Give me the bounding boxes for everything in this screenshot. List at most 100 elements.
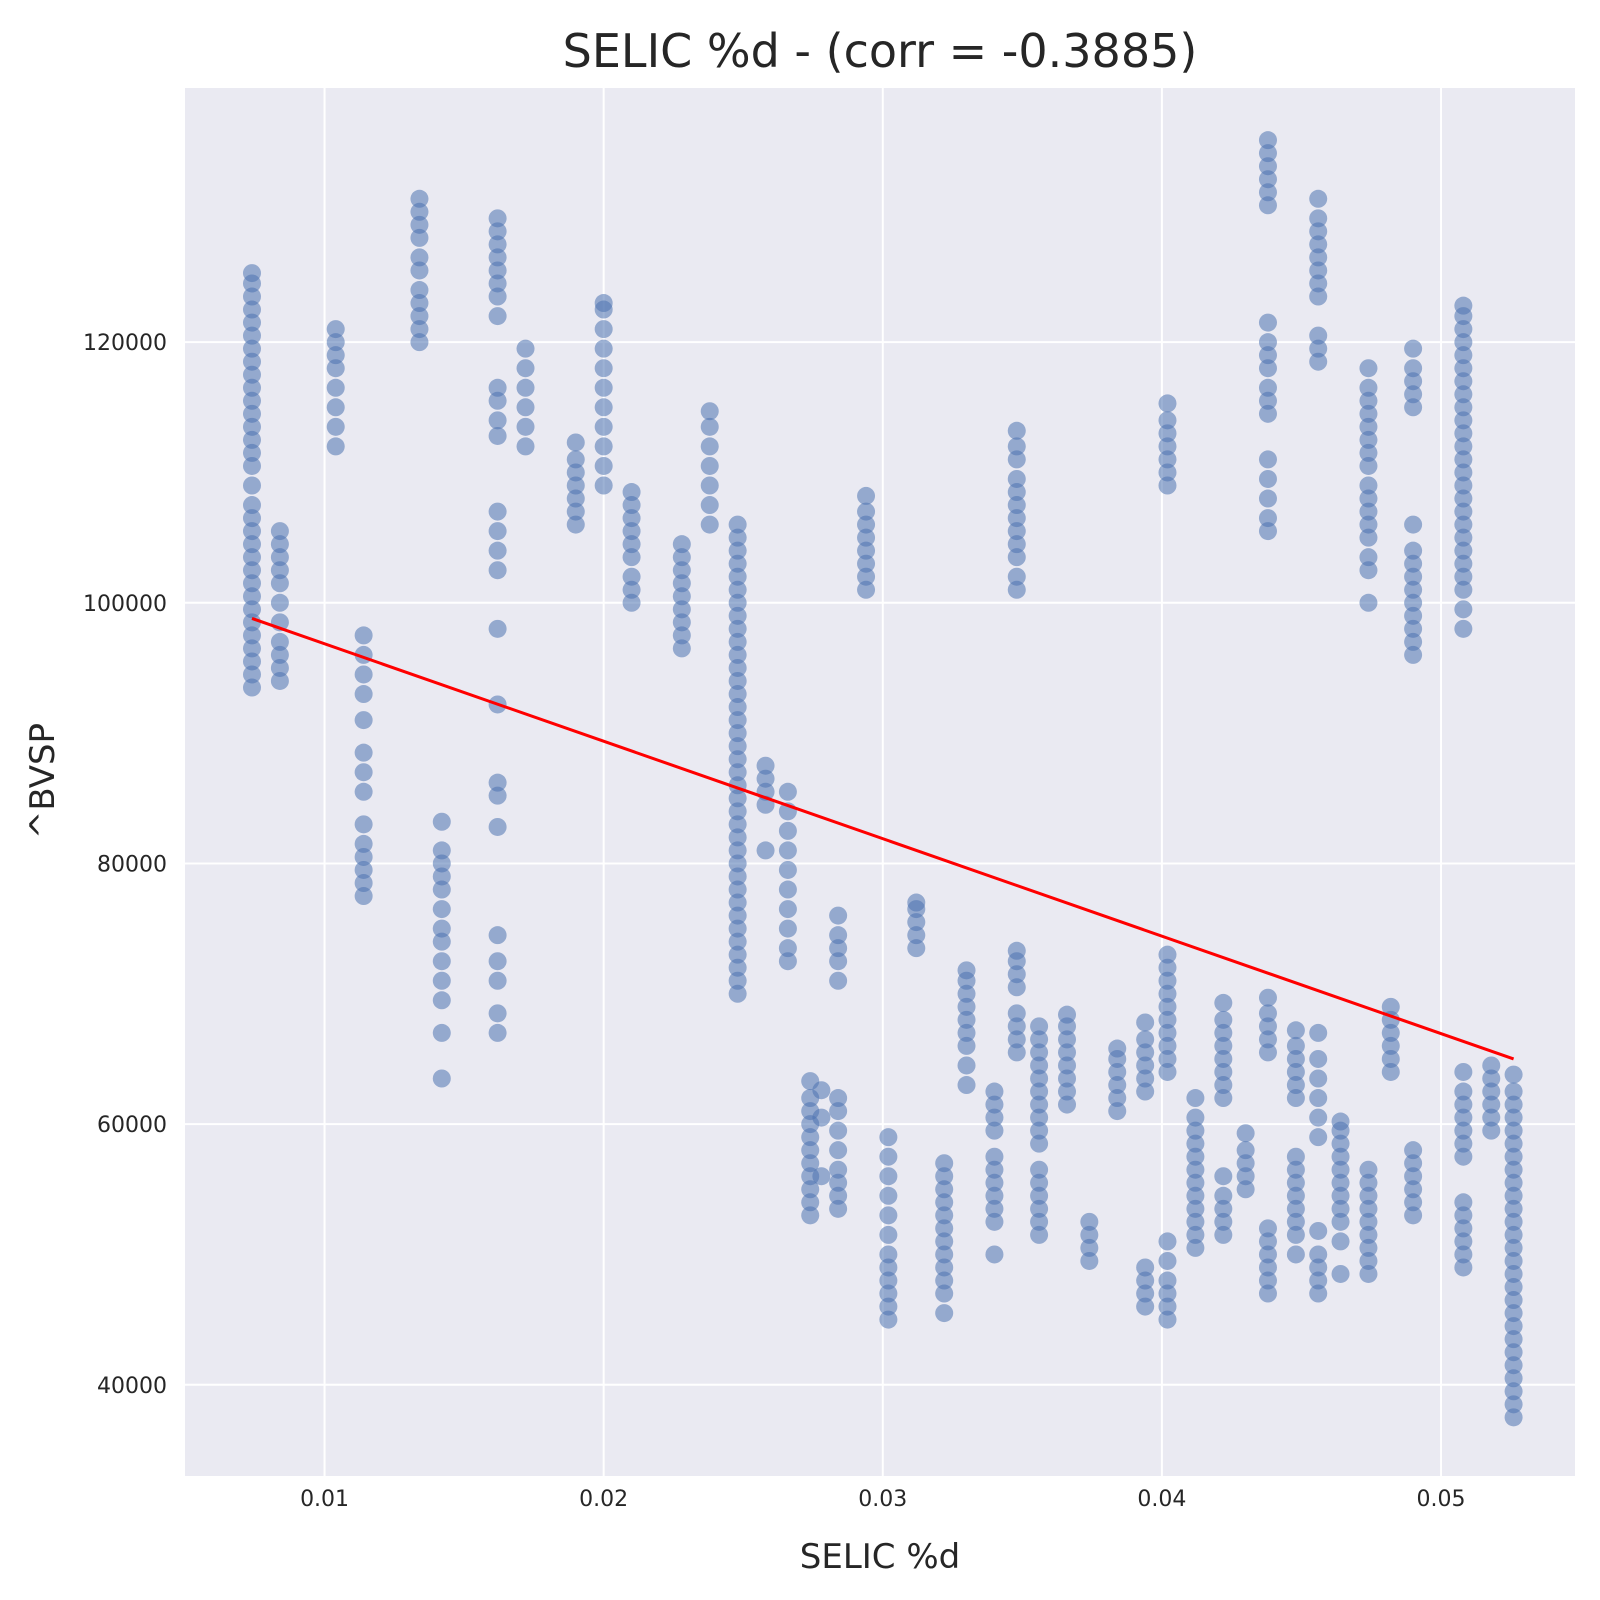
data-point (1454, 1206, 1473, 1225)
data-point (1454, 528, 1473, 547)
x-tick-labels: 0.01 0.02 0.03 0.04 0.05 (300, 1487, 1465, 1512)
data-point (879, 1206, 898, 1225)
data-point (1309, 1271, 1328, 1290)
data-point (516, 378, 535, 397)
data-point (1309, 1069, 1328, 1088)
data-point (1080, 1225, 1099, 1244)
data-point (1359, 391, 1378, 410)
data-point (1504, 1304, 1523, 1323)
data-point (985, 1082, 1004, 1101)
data-point (957, 1036, 976, 1055)
data-point (829, 1160, 848, 1179)
data-point (488, 773, 507, 792)
data-point (700, 417, 719, 436)
data-point (1236, 1180, 1255, 1199)
data-point (857, 486, 876, 505)
data-point (242, 287, 261, 306)
data-point (778, 900, 797, 919)
data-point (801, 1141, 820, 1160)
data-point (1359, 1199, 1378, 1218)
data-point (1359, 502, 1378, 521)
data-point (1058, 1069, 1077, 1088)
data-point (410, 281, 429, 300)
data-point (594, 320, 613, 339)
data-point (1030, 1043, 1049, 1062)
data-point (1186, 1147, 1205, 1166)
data-point (1258, 1043, 1277, 1062)
data-point (242, 678, 261, 697)
data-point (1258, 1284, 1277, 1303)
data-point (1309, 248, 1328, 267)
data-point (1158, 463, 1177, 482)
data-point (1258, 333, 1277, 352)
data-point (672, 600, 691, 619)
data-point (672, 626, 691, 645)
data-point (1108, 1089, 1127, 1108)
y-tick-label: 100000 (83, 592, 167, 617)
data-point (778, 841, 797, 860)
data-point (622, 522, 641, 541)
data-point (622, 509, 641, 528)
data-point (1454, 296, 1473, 315)
x-axis-label: SELIC %d (800, 1537, 960, 1577)
data-point (242, 496, 261, 515)
data-point (1007, 522, 1026, 541)
data-point (1359, 476, 1378, 495)
data-point (1286, 1212, 1305, 1231)
data-point (1258, 450, 1277, 469)
data-point (242, 639, 261, 658)
data-point (1404, 1154, 1423, 1173)
data-point (594, 339, 613, 358)
data-point (1158, 1284, 1177, 1303)
data-point (1258, 346, 1277, 365)
data-point (566, 515, 585, 534)
data-point (700, 456, 719, 475)
data-point (242, 352, 261, 371)
data-point (1136, 1030, 1155, 1049)
data-point (242, 456, 261, 475)
data-point (1258, 359, 1277, 378)
data-point (1158, 1271, 1177, 1290)
data-point (1258, 1245, 1277, 1264)
data-point (1504, 1186, 1523, 1205)
data-point (985, 1108, 1004, 1127)
data-point (935, 1232, 954, 1251)
data-point (1158, 476, 1177, 495)
data-points (242, 131, 1523, 1427)
data-point (326, 378, 345, 397)
data-point (1454, 554, 1473, 573)
data-point (1007, 509, 1026, 528)
data-point (1136, 1297, 1155, 1316)
data-point (801, 1206, 820, 1225)
data-point (879, 1147, 898, 1166)
data-point (829, 1141, 848, 1160)
data-point (985, 1095, 1004, 1114)
data-point (879, 1310, 898, 1329)
data-point (1454, 398, 1473, 417)
data-point (1454, 1134, 1473, 1153)
data-point (1030, 1030, 1049, 1049)
data-point (1258, 404, 1277, 423)
data-point (1258, 469, 1277, 488)
data-point (1158, 1310, 1177, 1329)
data-point (879, 1284, 898, 1303)
data-point (432, 932, 451, 951)
data-point (1359, 489, 1378, 508)
data-point (594, 378, 613, 397)
data-point (1007, 421, 1026, 440)
data-point (354, 711, 373, 730)
data-point (728, 580, 747, 599)
data-point (879, 1186, 898, 1205)
data-point (829, 1173, 848, 1192)
data-point (1030, 1017, 1049, 1036)
data-point (672, 548, 691, 567)
data-point (1504, 1382, 1523, 1401)
data-point (354, 743, 373, 762)
data-point (566, 450, 585, 469)
data-point (1108, 1076, 1127, 1095)
data-point (801, 1154, 820, 1173)
data-point (242, 600, 261, 619)
data-point (935, 1154, 954, 1173)
data-point (1381, 1062, 1400, 1081)
data-point (1258, 1017, 1277, 1036)
